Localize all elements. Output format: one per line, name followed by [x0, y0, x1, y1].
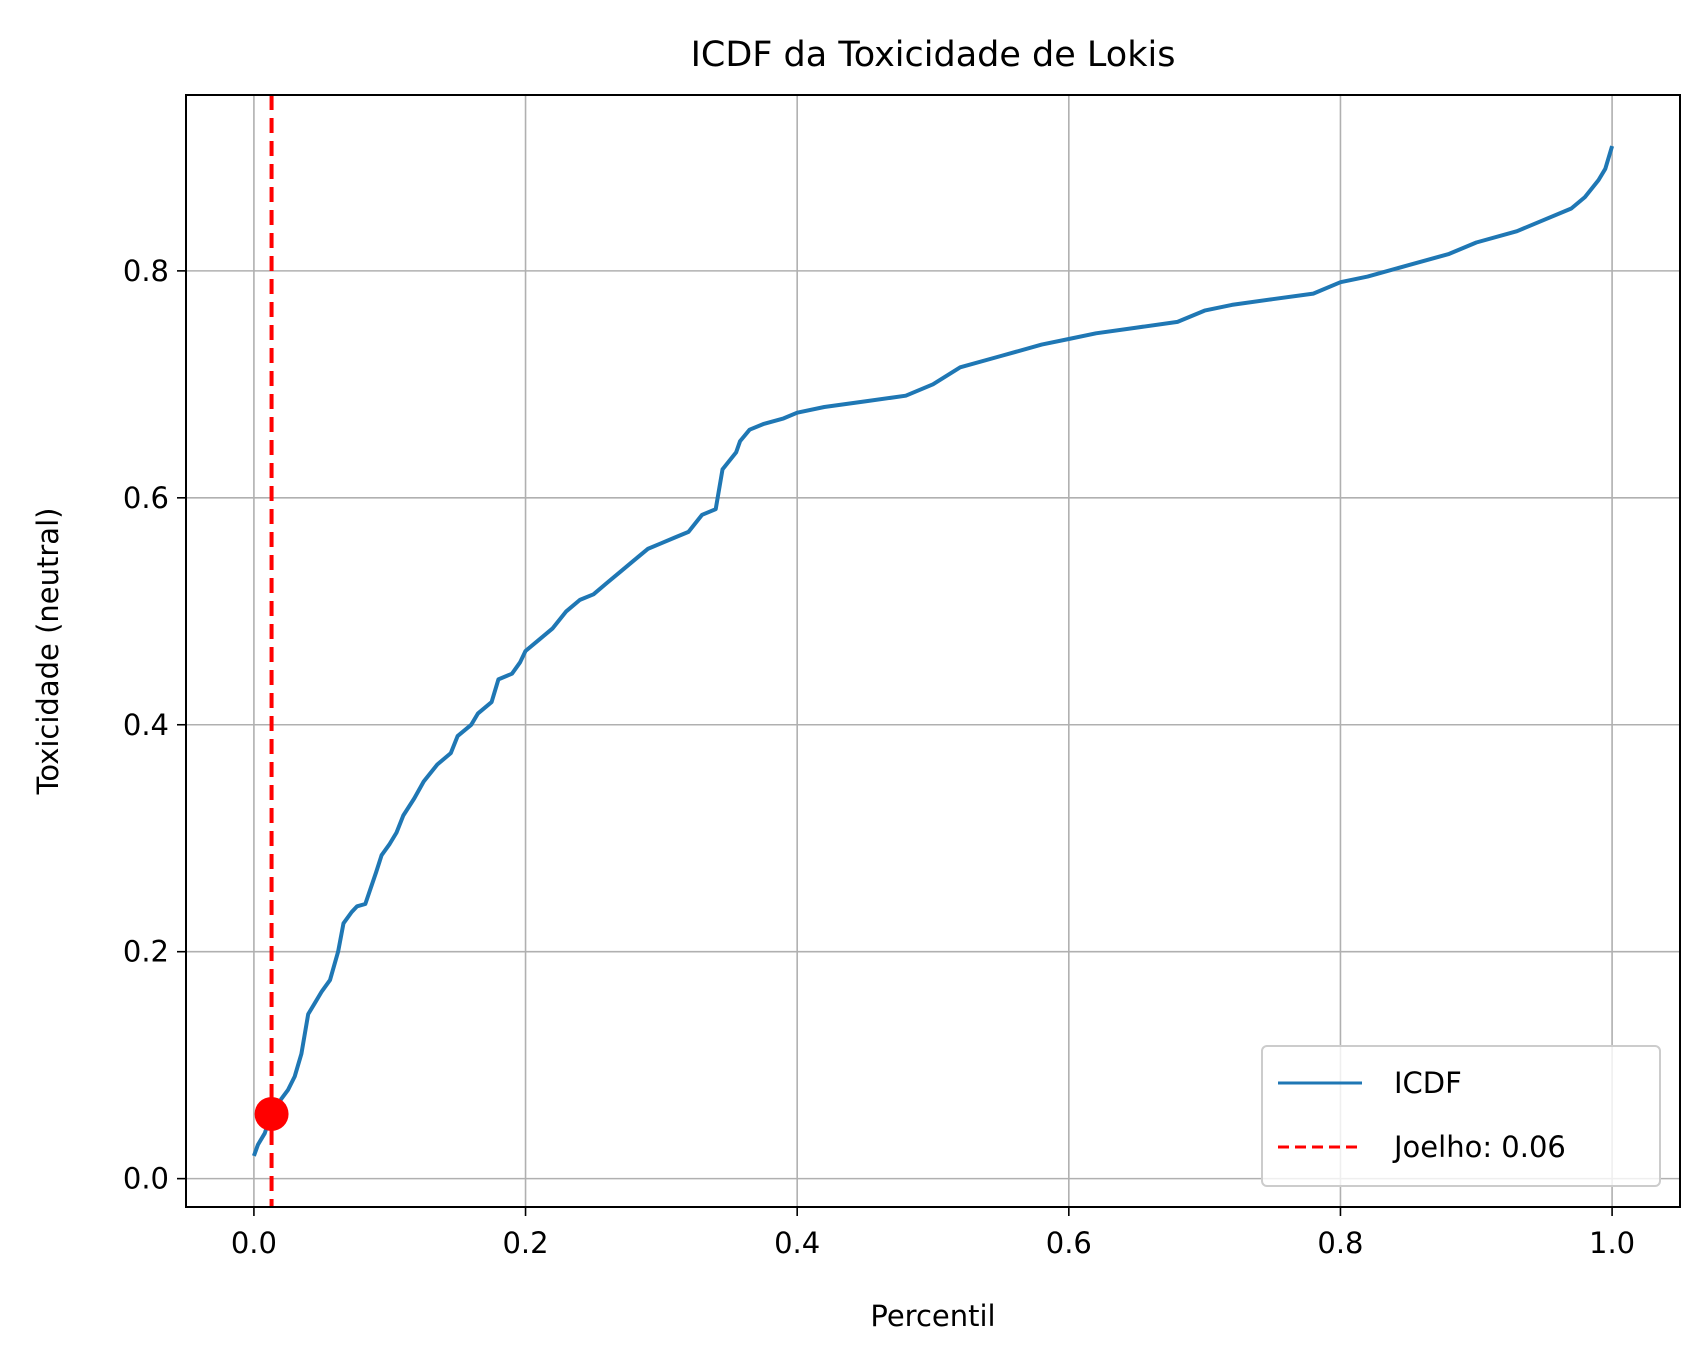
x-tick-label: 0.4 — [774, 1226, 820, 1260]
axes-frame — [185, 94, 1681, 1208]
chart-title: ICDF da Toxicidade de Lokis — [691, 35, 1176, 75]
x-tick-label: 0.0 — [231, 1226, 277, 1260]
y-tick-label: 0.4 — [123, 708, 169, 742]
y-tick-label: 0.6 — [123, 481, 169, 515]
y-tick-label: 0.8 — [123, 254, 169, 288]
knee-point-marker — [254, 1096, 289, 1131]
y-tick-label: 0.2 — [123, 935, 169, 969]
x-tick-label: 0.8 — [1317, 1226, 1363, 1260]
x-tick-label: 0.6 — [1046, 1226, 1092, 1260]
legend-box — [1261, 1045, 1661, 1187]
x-tick-label: 1.0 — [1589, 1226, 1635, 1260]
y-tick-label: 0.0 — [123, 1162, 169, 1196]
legend-label-icdf: ICDF — [1394, 1066, 1462, 1100]
icdf-line — [252, 145, 1615, 1157]
series-layer — [252, 95, 1615, 1207]
ticks: 0.0 0.2 0.4 0.6 0.8 1.0 0.0 0.2 0.4 0.6 0.8 — [123, 254, 1635, 1260]
x-axis-label: Percentil — [870, 1299, 995, 1333]
x-tick-label: 0.2 — [502, 1226, 548, 1260]
y-axis-label: Toxicidade (neutral) — [31, 508, 65, 796]
legend: ICDF Joelho: 0.06 — [1261, 1045, 1661, 1187]
legend-label-knee: Joelho: 0.06 — [1392, 1130, 1566, 1164]
